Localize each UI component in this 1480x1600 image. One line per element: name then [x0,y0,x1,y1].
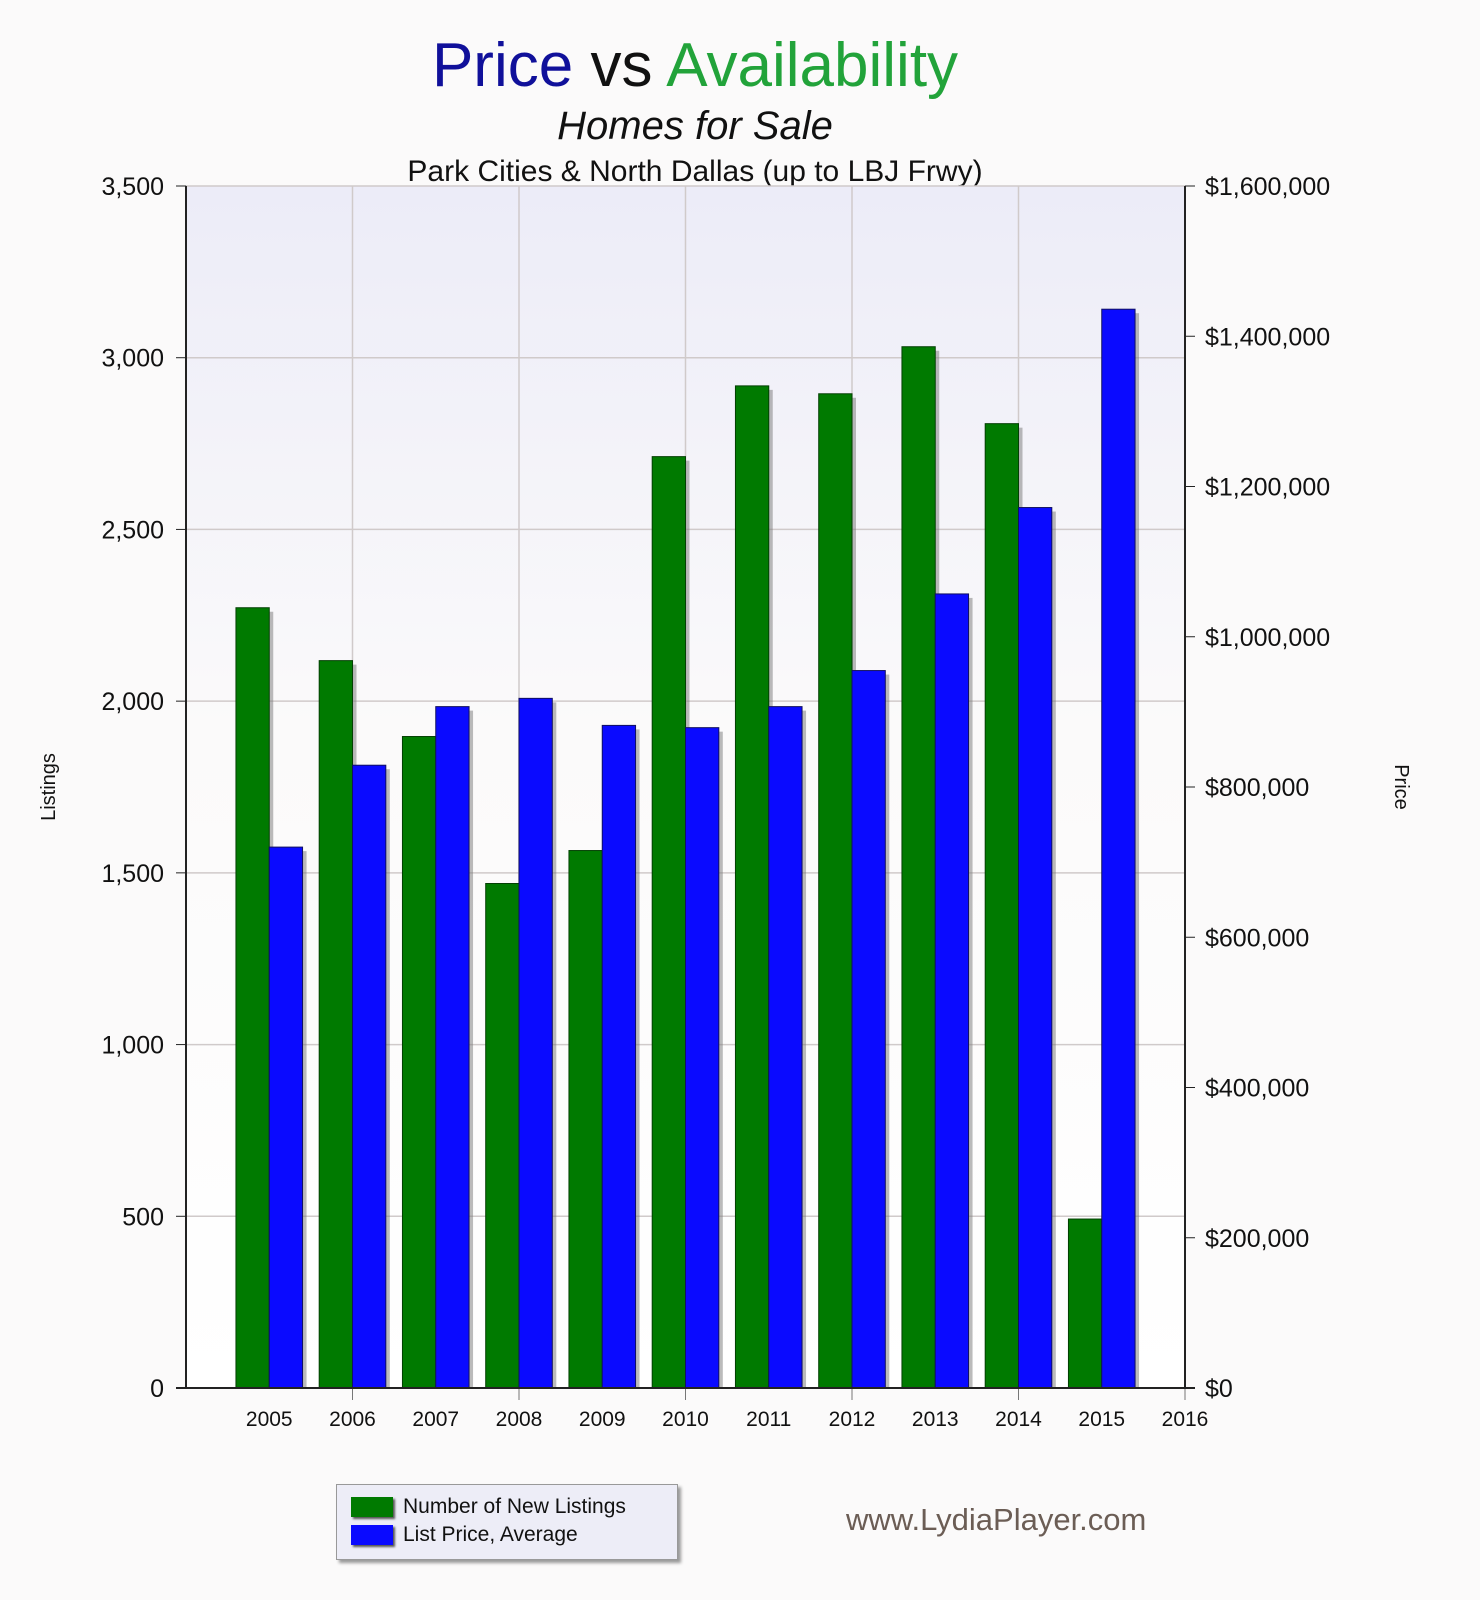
y2-axis-label: Price [1390,764,1412,810]
y2-tick-label: $1,400,000 [1205,323,1330,351]
x-tick-label: 2012 [829,1408,876,1431]
x-tick-label: 2011 [746,1408,791,1431]
y-tick-label: 1,500 [101,860,164,888]
legend-swatch-listings [351,1497,393,1517]
y2-tick-label: $1,200,000 [1205,474,1330,502]
bar-listings-2006 [318,660,354,1389]
x-tick-label: 2005 [246,1408,293,1431]
bar-price-2012 [851,670,886,1389]
x-tick-label: 2007 [412,1408,459,1431]
x-tick-label: 2015 [1078,1408,1125,1431]
x-tick-label: 2016 [1162,1408,1209,1431]
chart-subtitle: Homes for Sale [557,104,833,148]
x-tick-label: 2013 [912,1408,959,1431]
bar-price-2015 [1101,308,1136,1389]
y-tick-label: 3,000 [101,345,164,373]
x-tick-label: 2010 [662,1408,709,1431]
y2-tick-label: $800,000 [1205,774,1309,802]
website-credit: www.LydiaPlayer.com [846,1502,1147,1537]
y-tick-label: 1,000 [101,1032,164,1060]
y2-tick-label: $1,600,000 [1205,173,1330,201]
y2-tick-label: $600,000 [1205,924,1309,952]
bar-price-2011 [768,706,803,1389]
bar-listings-2014 [984,423,1020,1389]
bar-price-2009 [601,724,637,1389]
bar-listings-2009 [568,850,603,1389]
bar-listings-2010 [651,456,687,1389]
x-tick-label: 2006 [329,1408,376,1431]
legend-label-listings: Number of New Listings [403,1495,626,1518]
y-axis-label: Listings [38,753,60,821]
legend-item-listings: Number of New Listings [351,1495,626,1519]
chart-title: Price vs Availability [0,30,1390,101]
y2-tick-label: $200,000 [1205,1225,1309,1253]
y-tick-label: 3,500 [101,173,164,201]
legend-label-price: List Price, Average [403,1523,578,1546]
y-tick-label: 500 [122,1203,164,1231]
bar-price-2006 [352,764,387,1389]
bar-listings-2007 [401,736,437,1389]
title-availability: Availability [666,31,959,100]
y-tick-label: 2,000 [101,688,164,716]
bar-price-2010 [685,727,720,1389]
y-tick-label: 2,500 [101,516,164,544]
bar-listings-2005 [235,607,270,1389]
chart-subtitle-region: Park Cities & North Dallas (up to LBJ Fr… [407,155,983,188]
bar-price-2013 [934,593,970,1389]
bar-listings-2013 [901,346,936,1389]
x-tick-label: 2009 [579,1408,626,1431]
legend-item-price: List Price, Average [351,1523,578,1547]
bar-listings-2012 [818,393,853,1389]
bar-price-2007 [435,706,470,1389]
y2-tick-label: $0 [1205,1375,1233,1403]
bar-listings-2015 [1067,1218,1103,1389]
title-price: Price [431,31,574,100]
bar-price-2008 [518,697,553,1389]
bar-price-2005 [268,846,304,1389]
y-tick-label: 0 [150,1375,164,1403]
bar-listings-2008 [485,883,520,1389]
bar-listings-2011 [734,385,770,1389]
legend: Number of New Listings List Price, Avera… [336,1484,678,1560]
x-tick-label: 2014 [995,1408,1042,1431]
x-tick-label: 2008 [496,1408,543,1431]
title-vs: vs [590,31,653,100]
bar-price-2014 [1018,507,1053,1389]
y2-tick-label: $1,000,000 [1205,624,1330,652]
y2-tick-label: $400,000 [1205,1075,1309,1103]
legend-swatch-price [351,1525,393,1545]
